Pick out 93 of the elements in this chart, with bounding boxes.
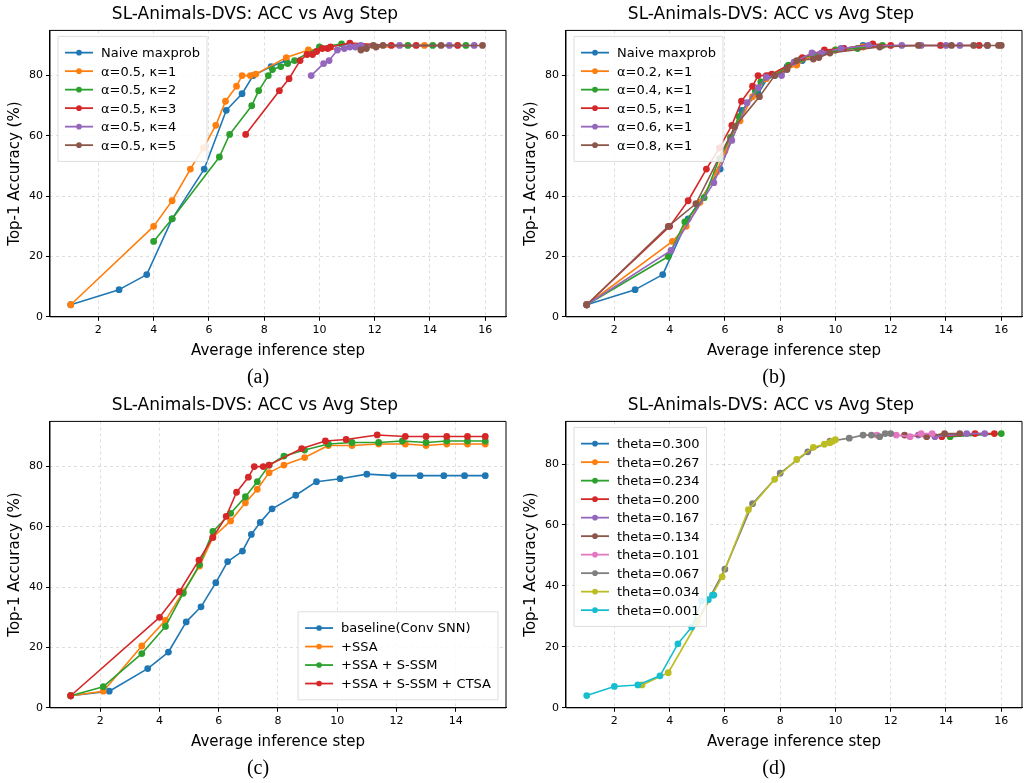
y-axis-title: Top-1 Accuracy (%) xyxy=(520,101,539,247)
y-tick-label: 40 xyxy=(29,580,43,594)
legend-label: +SSA + S-SSM + CTSA xyxy=(341,675,492,691)
x-tick-label: 14 xyxy=(423,323,437,337)
x-tick-label: 4 xyxy=(666,714,674,728)
y-axis-title: Top-1 Accuracy (%) xyxy=(520,492,539,638)
x-tick-label: 6 xyxy=(721,323,729,337)
x-tick-label: 14 xyxy=(939,714,953,728)
x-tick-label: 14 xyxy=(448,714,463,728)
y-tick-label: 60 xyxy=(545,517,559,531)
legend-label: α=0.5, κ=4 xyxy=(101,119,177,135)
x-tick-label: 12 xyxy=(883,323,898,337)
legend-label: theta=0.001 xyxy=(617,602,700,618)
x-tick-label: 10 xyxy=(312,323,327,337)
legend-label: theta=0.134 xyxy=(617,528,700,544)
legend-label: α=0.5, κ=3 xyxy=(101,100,177,116)
x-tick-label: 8 xyxy=(274,714,282,728)
legend-label: theta=0.300 xyxy=(617,436,700,452)
y-tick-label: 60 xyxy=(29,519,43,533)
legend-label: Naive maxprob xyxy=(101,45,200,61)
y-tick-label: 20 xyxy=(545,639,559,653)
legend-label: α=0.5, κ=1 xyxy=(101,63,177,79)
x-tick-label: 8 xyxy=(776,714,784,728)
x-tick-label: 12 xyxy=(883,714,898,728)
legend-label: α=0.8, κ=1 xyxy=(617,137,693,153)
x-tick-label: 16 xyxy=(994,323,1009,337)
legend-label: Naive maxprob xyxy=(617,45,716,61)
x-tick-label: 4 xyxy=(666,323,674,337)
legend-label: theta=0.101 xyxy=(617,547,700,563)
x-axis-title: Average inference step xyxy=(707,731,881,750)
legend-label: α=0.5, κ=2 xyxy=(101,82,177,98)
y-tick-label: 0 xyxy=(552,700,559,714)
x-tick-label: 10 xyxy=(330,714,345,728)
y-tick-label: 80 xyxy=(545,68,559,82)
legend-label: baseline(Conv SNN) xyxy=(341,620,471,636)
chart-title: SL-Animals-DVS: ACC vs Avg Step xyxy=(627,393,915,414)
y-tick-label: 40 xyxy=(545,189,559,203)
x-tick-label: 10 xyxy=(828,714,843,728)
x-tick-label: 2 xyxy=(610,323,618,337)
legend-label: theta=0.167 xyxy=(617,510,700,526)
legend-label: theta=0.034 xyxy=(617,584,700,600)
x-tick-label: 14 xyxy=(939,323,953,337)
chart-title: SL-Animals-DVS: ACC vs Avg Step xyxy=(111,393,399,414)
x-axis-title: Average inference step xyxy=(191,340,365,359)
y-tick-label: 60 xyxy=(545,128,559,142)
legend-label: α=0.2, κ=1 xyxy=(617,63,693,79)
text: (c) xyxy=(245,755,271,781)
legend-label: theta=0.267 xyxy=(617,454,700,470)
legend-label: +SSA + S-SSM xyxy=(341,657,438,673)
x-tick-label: 2 xyxy=(96,714,104,728)
x-tick-label: 12 xyxy=(367,323,382,337)
legend-label: α=0.5, κ=5 xyxy=(101,137,177,153)
x-tick-label: 10 xyxy=(828,323,843,337)
y-tick-label: 0 xyxy=(552,309,559,323)
x-tick-label: 4 xyxy=(156,714,164,728)
legend-label: +SSA xyxy=(341,638,378,654)
x-tick-label: 16 xyxy=(994,714,1009,728)
y-tick-label: 0 xyxy=(36,700,43,714)
x-tick-label: 6 xyxy=(215,714,223,728)
y-axis-title: Top-1 Accuracy (%) xyxy=(4,101,23,247)
x-tick-label: 6 xyxy=(721,714,729,728)
legend-label: theta=0.234 xyxy=(617,473,700,489)
y-tick-label: 40 xyxy=(29,189,43,203)
legend-label: α=0.6, κ=1 xyxy=(617,119,693,135)
y-tick-label: 0 xyxy=(36,309,43,323)
y-tick-label: 80 xyxy=(29,459,43,473)
y-axis-title: Top-1 Accuracy (%) xyxy=(4,492,23,638)
chart-title: SL-Animals-DVS: ACC vs Avg Step xyxy=(111,2,399,23)
x-tick-label: 8 xyxy=(260,323,268,337)
y-tick-label: 20 xyxy=(29,640,43,654)
legend-label: theta=0.200 xyxy=(617,491,700,507)
legend-label: α=0.5, κ=1 xyxy=(617,100,693,116)
y-tick-label: 20 xyxy=(29,249,43,263)
x-tick-label: 16 xyxy=(478,323,493,337)
y-tick-label: 40 xyxy=(545,578,559,592)
legend-label: α=0.4, κ=1 xyxy=(617,82,693,98)
text: (d) xyxy=(761,755,787,780)
y-tick-label: 60 xyxy=(29,128,43,142)
chart-title: SL-Animals-DVS: ACC vs Avg Step xyxy=(627,2,915,23)
y-tick-label: 20 xyxy=(545,249,559,263)
y-tick-label: 80 xyxy=(545,456,559,470)
text: (a) xyxy=(245,364,271,390)
x-tick-label: 2 xyxy=(610,714,618,728)
text: (b) xyxy=(761,364,787,389)
x-axis-title: Average inference step xyxy=(191,731,365,750)
x-tick-label: 4 xyxy=(150,323,158,337)
legend-label: theta=0.067 xyxy=(617,565,700,581)
x-tick-label: 8 xyxy=(776,323,784,337)
x-tick-label: 6 xyxy=(205,323,213,337)
y-tick-label: 80 xyxy=(29,68,43,82)
x-tick-label: 2 xyxy=(94,323,102,337)
x-axis-title: Average inference step xyxy=(707,340,881,359)
x-tick-label: 12 xyxy=(389,714,404,728)
